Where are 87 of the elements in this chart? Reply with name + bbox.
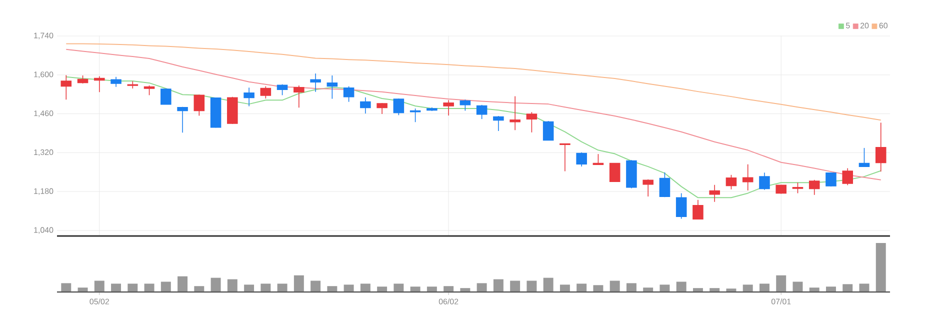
- bar: [111, 284, 122, 292]
- bar: [178, 276, 188, 292]
- candlestick: [726, 174, 737, 190]
- candlestick: [94, 76, 105, 93]
- candlestick: [642, 178, 654, 197]
- bar: [128, 284, 138, 292]
- bar: [660, 284, 670, 292]
- candlestick: [792, 182, 804, 194]
- candlestick: [759, 172, 770, 190]
- bar: [476, 283, 487, 292]
- bar: [194, 286, 204, 292]
- candlestick: [393, 98, 404, 116]
- candlestick: [576, 152, 587, 167]
- bar: [809, 288, 820, 292]
- candlestick: [493, 116, 504, 132]
- candlestick: [194, 94, 205, 116]
- bar: [426, 286, 437, 292]
- candlestick: [110, 76, 122, 88]
- bar: [526, 280, 537, 292]
- candlestick: [858, 148, 870, 167]
- bar: [210, 278, 221, 292]
- bar: [826, 286, 836, 292]
- bar: [244, 284, 254, 292]
- candlestick: [177, 106, 188, 134]
- candlestick: [592, 154, 604, 166]
- candlestick: [144, 85, 155, 96]
- bar: [742, 284, 753, 292]
- candlestick: [659, 172, 670, 198]
- bar: [394, 284, 404, 292]
- candlestick: [542, 120, 554, 141]
- candlestick: [60, 74, 72, 100]
- candlestick: [244, 87, 254, 107]
- bar: [260, 284, 271, 292]
- bar: [410, 286, 420, 292]
- bar: [792, 282, 803, 292]
- candlestick: [310, 73, 321, 92]
- bar: [294, 275, 304, 292]
- bar: [543, 278, 554, 292]
- bar: [610, 280, 620, 292]
- bar: [676, 282, 686, 292]
- bar: [94, 280, 104, 292]
- bar: [576, 284, 587, 292]
- bar: [776, 275, 786, 292]
- candlestick: [476, 104, 488, 120]
- candlestick: [609, 162, 620, 182]
- candlestick: [560, 143, 570, 172]
- bar: [160, 282, 171, 292]
- candlestick: [460, 99, 471, 112]
- bar: [78, 288, 88, 292]
- candlestick: [510, 96, 520, 131]
- candlestick: [326, 75, 338, 100]
- bar: [327, 286, 338, 292]
- candlestick: [676, 192, 687, 220]
- candlestick: [842, 168, 853, 186]
- candlestick: [443, 100, 454, 116]
- candlestick: [526, 112, 538, 133]
- candlestick: [360, 96, 371, 114]
- candlestick: [875, 122, 886, 172]
- bar: [842, 284, 853, 292]
- bar: [444, 286, 454, 292]
- bar: [61, 283, 72, 292]
- bar: [859, 284, 870, 292]
- candlestick: [808, 179, 820, 196]
- bar: [310, 280, 321, 292]
- candlestick: [294, 85, 304, 108]
- bar: [144, 284, 154, 292]
- candlestick: [343, 86, 354, 102]
- bar: [277, 284, 288, 292]
- candlestick: [160, 88, 172, 105]
- bar: [344, 284, 354, 292]
- bar: [876, 243, 886, 292]
- bar: [360, 284, 370, 292]
- bar: [759, 284, 770, 292]
- bar: [643, 288, 654, 292]
- line-series: [66, 43, 882, 121]
- bar: [593, 285, 604, 292]
- bar: [227, 279, 238, 292]
- bar: [560, 284, 570, 292]
- candlestick: [260, 86, 272, 99]
- bar: [493, 279, 504, 292]
- candlestick: [692, 199, 704, 220]
- candlestick: [276, 84, 288, 96]
- bar: [510, 280, 520, 292]
- candlestick: [709, 184, 720, 202]
- bar: [626, 283, 636, 292]
- candlestick: [742, 164, 754, 191]
- bar: [377, 286, 388, 292]
